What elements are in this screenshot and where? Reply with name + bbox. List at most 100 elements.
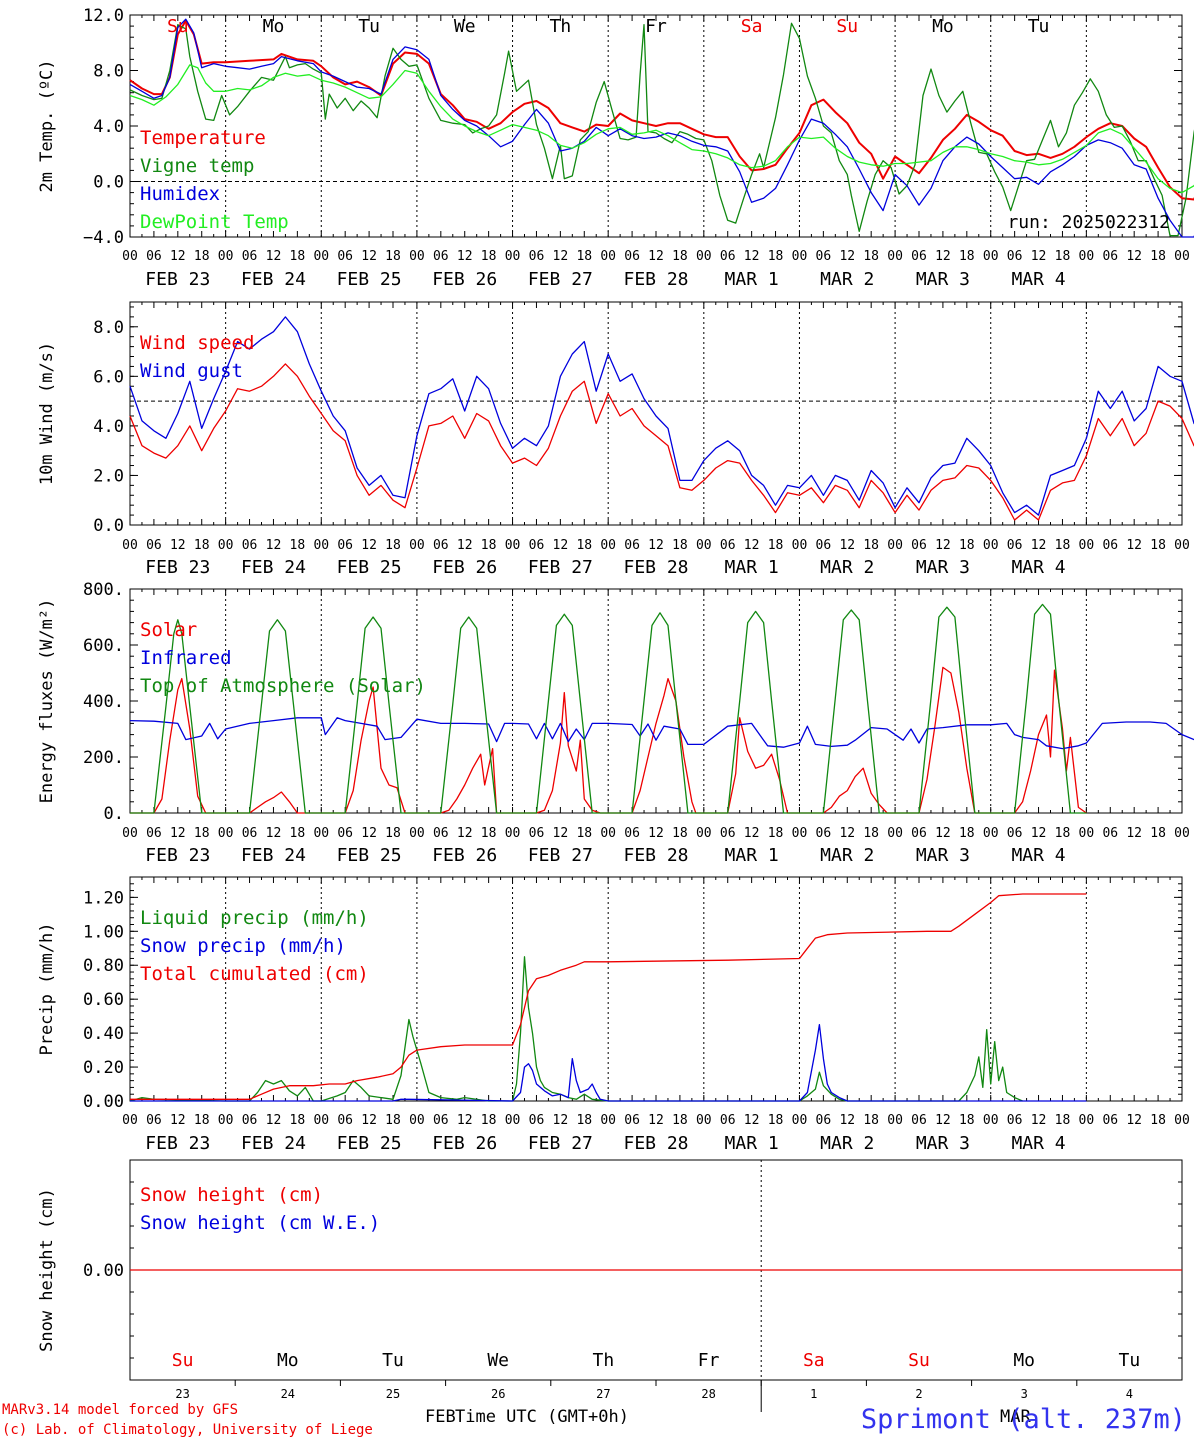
- hour-label: 00: [792, 538, 808, 553]
- date-label: MAR 2: [820, 845, 874, 866]
- hour-label: 00: [887, 1113, 903, 1128]
- hour-label: 00: [887, 249, 903, 264]
- hour-label: 18: [1150, 249, 1166, 264]
- weekday-label: Tu: [382, 1350, 404, 1371]
- y-tick-label: 4.0: [93, 117, 124, 137]
- date-label: MAR 1: [725, 845, 779, 866]
- hour-label: 06: [337, 826, 353, 841]
- hour-label: 00: [313, 249, 329, 264]
- series-line-wind-speed: [129, 363, 1194, 521]
- date-label: FEB 27: [528, 845, 593, 866]
- date-label: FEB 24: [241, 269, 306, 290]
- y-tick-label: 0.0: [93, 516, 124, 536]
- hour-label: 18: [672, 249, 688, 264]
- weekday-label: Th: [550, 16, 572, 37]
- hour-label: 12: [648, 1113, 664, 1128]
- series-line-snow-precip-mm-h-: [130, 1023, 1087, 1102]
- hour-label: 18: [576, 826, 592, 841]
- hour-label: 00: [792, 826, 808, 841]
- date-label: FEB 28: [623, 557, 688, 578]
- date-label: FEB 26: [432, 1133, 497, 1154]
- hour-label: 06: [816, 826, 832, 841]
- day-number: 28: [701, 1387, 715, 1401]
- hour-label: 18: [863, 538, 879, 553]
- date-label: MAR 2: [820, 557, 874, 578]
- panel-frame: [129, 301, 1183, 526]
- date-label: FEB 27: [528, 1133, 593, 1154]
- hour-label: 12: [170, 538, 186, 553]
- hour-label: 06: [911, 826, 927, 841]
- date-label: FEB 27: [528, 269, 593, 290]
- hour-label: 06: [242, 249, 258, 264]
- hour-label: 00: [218, 826, 234, 841]
- hour-label: 18: [1150, 1113, 1166, 1128]
- hour-label: 18: [768, 538, 784, 553]
- hour-label: 06: [337, 249, 353, 264]
- date-label: MAR 3: [916, 269, 970, 290]
- hour-label: 06: [146, 249, 162, 264]
- date-label: MAR 1: [725, 269, 779, 290]
- hour-label: 00: [600, 249, 616, 264]
- date-label: FEB 24: [241, 557, 306, 578]
- legend-entry: Total cumulated (cm): [140, 963, 369, 985]
- y-tick-label: 0.80: [83, 956, 124, 976]
- day-number: 27: [596, 1387, 610, 1401]
- hour-label: 12: [744, 1113, 760, 1128]
- hour-label: 18: [481, 1113, 497, 1128]
- legend-entry: Top of Atmosphere (Solar): [140, 675, 426, 697]
- day-number: 25: [386, 1387, 400, 1401]
- hour-label: 12: [1031, 538, 1047, 553]
- hour-label: 06: [624, 249, 640, 264]
- y-tick-label: 8.0: [93, 318, 124, 338]
- day-number: 24: [281, 1387, 295, 1401]
- y-tick-label: 2.0: [93, 466, 124, 486]
- hour-label: 18: [481, 249, 497, 264]
- date-label: MAR 2: [820, 1133, 874, 1154]
- y-tick-label: 8.0: [93, 62, 124, 82]
- hour-label: 00: [218, 1113, 234, 1128]
- hour-label: 12: [266, 826, 282, 841]
- hour-label: 12: [266, 249, 282, 264]
- hour-label: 00: [218, 249, 234, 264]
- y-tick-label: 0.40: [83, 1024, 124, 1044]
- hour-label: 18: [290, 538, 306, 553]
- date-label: MAR 3: [916, 1133, 970, 1154]
- hour-label: 18: [290, 826, 306, 841]
- hour-label: 00: [1174, 249, 1190, 264]
- hour-label: 18: [576, 538, 592, 553]
- run-label: run: 2025022312: [1007, 212, 1170, 233]
- hour-label: 18: [1055, 826, 1071, 841]
- hour-label: 18: [290, 1113, 306, 1128]
- hour-label: 12: [553, 1113, 569, 1128]
- hour-label: 06: [1007, 249, 1023, 264]
- y-tick-label: 0.00: [83, 1092, 124, 1112]
- hour-label: 00: [122, 538, 138, 553]
- hour-label: 06: [911, 1113, 927, 1128]
- hour-label: 18: [385, 249, 401, 264]
- y-tick-label: 0.20: [83, 1058, 124, 1078]
- weekday-label: Sa: [741, 16, 763, 37]
- month-label: FEB: [425, 1407, 456, 1427]
- day-number: 23: [175, 1387, 189, 1401]
- hour-label: 00: [696, 826, 712, 841]
- date-label: FEB 24: [241, 845, 306, 866]
- hour-label: 12: [744, 249, 760, 264]
- weekday-label: We: [487, 1350, 509, 1371]
- legend-entry: Solar: [140, 619, 197, 641]
- series-line-dewpoint-temp: [129, 64, 1194, 194]
- date-label: FEB 28: [623, 269, 688, 290]
- y-tick-label: 0.60: [83, 990, 124, 1010]
- hour-label: 00: [313, 1113, 329, 1128]
- weekday-label: Su: [167, 16, 189, 37]
- date-label: MAR 4: [1011, 557, 1065, 578]
- hour-label: 00: [600, 826, 616, 841]
- y-tick-label: 1.20: [83, 888, 124, 908]
- hour-label: 12: [839, 249, 855, 264]
- hour-label: 18: [959, 538, 975, 553]
- hour-label: 06: [1102, 1113, 1118, 1128]
- date-label: MAR 3: [916, 557, 970, 578]
- legend-entry: Humidex: [140, 183, 220, 205]
- weekday-label: Mo: [277, 1350, 299, 1371]
- hour-label: 12: [361, 826, 377, 841]
- hour-label: 00: [1174, 1113, 1190, 1128]
